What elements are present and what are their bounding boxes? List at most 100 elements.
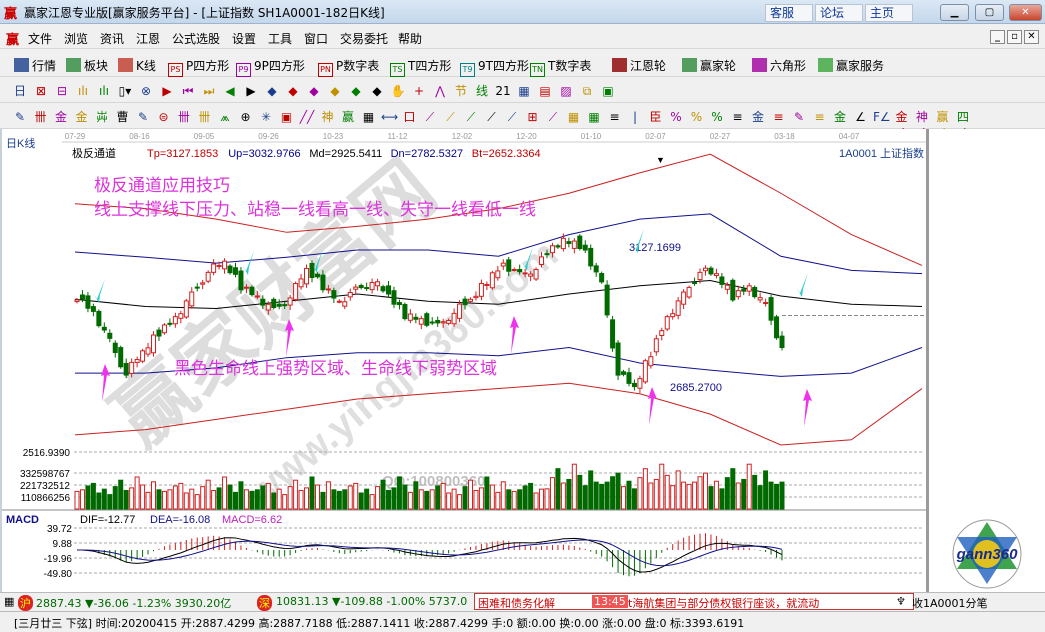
news-ticker[interactable] (474, 593, 914, 610)
shenzhen-index[interactable]: 10831.13 ▼-109.88 -1.00% 5737.0 (276, 595, 468, 608)
tool-icon-3[interactable]: ılı (77, 84, 88, 98)
kline-chart-panel[interactable]: 07-29 08-16 09-05 09-26 10-23 11-12 12-02 12-20… (0, 129, 926, 592)
tool-icon-23[interactable]: ⟋ (487, 110, 496, 124)
tool-icon-12[interactable]: ✳ (260, 110, 272, 124)
tool-icon-14[interactable]: ◆ (309, 84, 319, 98)
toolbar-button-3[interactable]: PS P四方形 (168, 57, 229, 77)
toolbar-button-6[interactable]: TS T四方形 (390, 57, 451, 77)
tool-icon-11[interactable]: ⊕ (240, 110, 251, 124)
tool-icon-0[interactable]: 日▾ (13, 84, 26, 114)
tool-icon-22[interactable]: ⟋ (466, 110, 476, 124)
tool-icon-38[interactable]: ✎ (793, 110, 805, 124)
tool-icon-18[interactable]: ✋ (390, 84, 406, 98)
menu-item-5[interactable]: 设置 (232, 32, 257, 46)
tool-icon-23[interactable]: 21 (495, 84, 511, 98)
menu-item-0[interactable]: 文件 (28, 32, 53, 46)
tool-icon-28[interactable]: ▦ (588, 110, 600, 124)
kline-chart[interactable]: 07-29 08-16 09-05 09-26 10-23 11-12 12-02 12-20… (2, 129, 926, 592)
tool-icon-5[interactable]: 曹 (116, 110, 129, 124)
toolbar-button-0[interactable]: 行情 (14, 57, 56, 74)
tool-icon-37[interactable]: ≡ (773, 110, 784, 124)
news-headline-2[interactable]: t海航集团与部分债权银行座谈，就流动 (628, 597, 820, 610)
tool-icon-21[interactable]: 节 (454, 84, 467, 98)
tool-icon-4[interactable]: ılı (98, 84, 109, 98)
tool-icon-17[interactable]: ▦ (362, 110, 375, 124)
tool-icon-18[interactable]: ⟷ (381, 110, 399, 124)
tool-icon-7[interactable]: ▶ (162, 84, 172, 98)
menu-item-8[interactable]: 交易委托 (340, 32, 389, 46)
tool-icon-9[interactable]: ⏭ (203, 84, 215, 98)
tool-icon-5[interactable]: ▯▾ (118, 84, 132, 98)
tool-icon-14[interactable]: ╱╱ (299, 110, 315, 124)
tool-icon-32[interactable]: % (670, 110, 682, 124)
tool-icon-13[interactable]: ▣ (280, 110, 293, 124)
tool-icon-6[interactable]: ⊗ (140, 84, 152, 98)
tick-data-label[interactable]: 收1A0001分笔 (912, 597, 988, 610)
toolbar-button-8[interactable]: TN T数字表 (530, 57, 591, 77)
menu-item-6[interactable]: 工具 (268, 32, 293, 46)
toolbar-button-2[interactable]: K线 (118, 57, 156, 74)
tool-icon-25[interactable]: ⊞ (527, 110, 538, 124)
tool-icon-16[interactable]: 赢 (341, 110, 354, 124)
tool-icon-35[interactable]: ≡ (732, 110, 743, 124)
shanghai-index[interactable]: 2887.43 ▼-36.06 -1.23% 3930.20亿 (36, 597, 232, 610)
tool-icon-3[interactable]: 金 (75, 110, 88, 124)
tool-icon-28[interactable]: ▣ (602, 84, 614, 98)
menu-item-4[interactable]: 公式选股 (172, 32, 221, 46)
tool-icon-26[interactable]: ⟋ (548, 110, 558, 124)
tool-icon-2[interactable]: 金 (54, 110, 67, 124)
tool-icon-30[interactable]: | (632, 110, 638, 124)
tool-icon-8[interactable]: ⏮ (182, 84, 194, 98)
tool-icon-34[interactable]: % (711, 110, 723, 124)
tool-icon-36[interactable]: 金 (751, 110, 764, 124)
toolbar-button-4[interactable]: P9 9P四方形 (236, 57, 305, 77)
menu-item-3[interactable]: 江恩 (136, 32, 161, 46)
maximize-button[interactable]: ▢ (975, 4, 1004, 21)
tool-icon-24[interactable]: ▦ (518, 84, 530, 98)
homepage-button[interactable]: 主页 (865, 4, 913, 22)
tool-icon-26[interactable]: ▨ (560, 84, 572, 98)
close-button[interactable]: ✕ (1009, 4, 1042, 21)
child-restore-button[interactable]: ▫ (1007, 30, 1022, 44)
menu-item-9[interactable]: 帮助 (398, 32, 423, 46)
tool-icon-13[interactable]: ◆ (288, 84, 298, 98)
tool-icon-31[interactable]: 臣 (649, 110, 662, 124)
tool-icon-6[interactable]: ✎ (137, 110, 149, 124)
tool-icon-29[interactable]: ≡ (609, 110, 620, 124)
tool-icon-22[interactable]: 线 (475, 84, 488, 98)
tool-icon-2[interactable]: ⊟ (56, 84, 68, 98)
tool-icon-15[interactable]: ◆ (330, 84, 340, 98)
tool-icon-1[interactable]: 卌 (34, 110, 47, 124)
tool-icon-19[interactable]: 口 (403, 110, 416, 124)
tool-icon-25[interactable]: ▤ (539, 84, 551, 98)
forum-button[interactable]: 论坛 (815, 4, 863, 22)
menu-item-7[interactable]: 窗口 (304, 32, 329, 46)
news-headline[interactable]: 困难和债务化解 (478, 597, 555, 610)
tool-icon-43[interactable]: 金∠ (895, 110, 908, 140)
tool-icon-7[interactable]: ⊜ (158, 110, 169, 124)
child-minimize-button[interactable]: _ (990, 30, 1005, 44)
toolbar-button-5[interactable]: PN P数字表 (318, 57, 379, 77)
tool-icon-11[interactable]: ▶ (246, 84, 256, 98)
tool-icon-10[interactable]: ◀ (225, 84, 235, 98)
toolbar-button-10[interactable]: 赢家轮 (682, 57, 736, 74)
tool-icon-44[interactable]: 神∠ (915, 110, 928, 140)
tool-icon-39[interactable]: ≡ (814, 110, 825, 124)
tool-icon-20[interactable]: ⟋ (425, 110, 435, 124)
tool-icon-16[interactable]: ◆ (351, 84, 361, 98)
tool-icon-8[interactable]: 卌 (177, 110, 190, 124)
minimize-button[interactable]: ▁ (940, 4, 969, 21)
tool-icon-10[interactable]: ⩕ (220, 110, 230, 124)
customer-service-button[interactable]: 客服 (765, 4, 813, 22)
toolbar-button-7[interactable]: T9 9T四方形 (460, 57, 529, 77)
tool-icon-19[interactable]: + (413, 84, 425, 98)
tool-icon-41[interactable]: ∠ (855, 110, 866, 124)
tool-icon-0[interactable]: ✎ (14, 110, 26, 124)
tool-icon-27[interactable]: ⧉ (582, 84, 592, 98)
tool-icon-40[interactable]: 金 (833, 110, 846, 124)
toolbar-button-9[interactable]: 江恩轮 (612, 57, 666, 74)
tool-icon-21[interactable]: ⟋ (446, 110, 455, 124)
tool-icon-27[interactable]: ▦ (567, 110, 580, 124)
tool-icon-45[interactable]: 赢∠ (936, 110, 949, 140)
tool-icon-24[interactable]: ⟋ (507, 110, 517, 124)
